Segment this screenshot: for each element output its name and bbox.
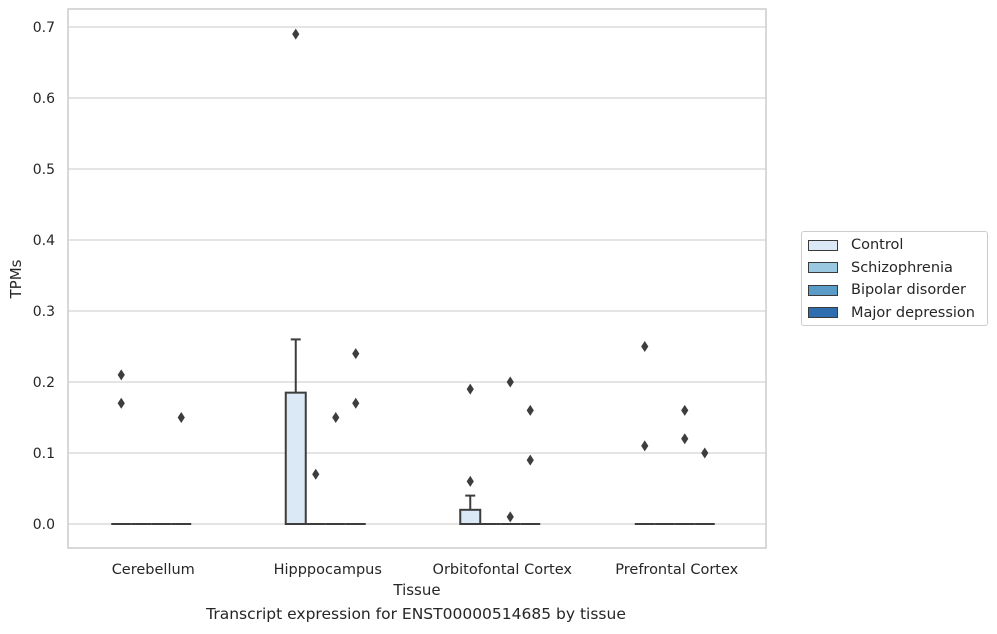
y-tick-label: 0.0: [33, 517, 55, 533]
grid-lines: [68, 26, 766, 525]
outlier-point: [352, 397, 360, 409]
legend-label: Schizophrenia: [851, 259, 953, 276]
outlier-point: [506, 511, 514, 523]
outlier-point: [117, 369, 125, 381]
outlier-point: [526, 404, 534, 416]
legend-item: Schizophrenia: [808, 259, 953, 277]
y-tick-labels: 0.0 0.1 0.2 0.3 0.4 0.5 0.6 0.7: [33, 20, 55, 533]
legend-item: Major depression: [808, 304, 975, 322]
outlier-point: [681, 433, 689, 445]
outlier-point: [292, 28, 300, 40]
outlier-point: [466, 383, 474, 395]
outlier-point: [466, 475, 474, 487]
legend-item: Control: [808, 236, 903, 254]
x-tick-label: Orbitofontal Cortex: [433, 562, 573, 578]
outlier-point: [701, 447, 709, 459]
legend-label: Major depression: [851, 304, 975, 321]
outlier-point: [526, 454, 534, 466]
y-tick-label: 0.5: [33, 162, 55, 178]
plot-frame: [67, 8, 767, 549]
legend-label: Bipolar disorder: [851, 282, 966, 298]
y-tick-label: 0.6: [33, 91, 55, 107]
y-tick-label: 0.1: [33, 446, 55, 462]
outlier-point: [177, 412, 185, 423]
box: [284, 391, 307, 525]
box: [459, 508, 482, 525]
y-tick-label: 0.3: [33, 304, 55, 320]
legend-label: Control: [851, 237, 904, 253]
x-axis-label: Tissue: [392, 581, 440, 599]
legend-item: Bipolar disorder: [808, 281, 966, 299]
legend-swatch: [808, 239, 838, 251]
outlier-point: [312, 468, 320, 480]
outlier-point: [641, 341, 649, 352]
chart-caption: Transcript expression for ENST0000051468…: [206, 605, 626, 623]
y-tick-label: 0.7: [33, 20, 55, 36]
x-tick-label: Cerebellum: [112, 562, 195, 578]
legend-swatch: [808, 307, 838, 318]
boxes: [111, 338, 715, 525]
x-tick-label: Hipppocampus: [274, 562, 382, 578]
outlier-point: [352, 348, 360, 360]
legend-swatch: [808, 284, 838, 296]
legend-swatch: [808, 262, 838, 273]
outlier-point: [681, 404, 689, 416]
outlier-point: [506, 376, 514, 388]
x-tick-label: Prefrontal Cortex: [615, 562, 738, 578]
outlier-point: [332, 412, 340, 423]
outlier-point: [641, 440, 649, 452]
outliers: [117, 28, 709, 523]
outlier-point: [117, 397, 125, 409]
y-tick-label: 0.4: [33, 233, 55, 249]
x-tick-labels: Cerebellum Hipppocampus Orbitofontal Corte…: [112, 562, 739, 578]
legend: Control Schizophrenia Bipolar disorder Majo…: [801, 231, 988, 326]
y-tick-label: 0.2: [33, 375, 55, 391]
y-axis-label: TPMs: [7, 259, 25, 299]
